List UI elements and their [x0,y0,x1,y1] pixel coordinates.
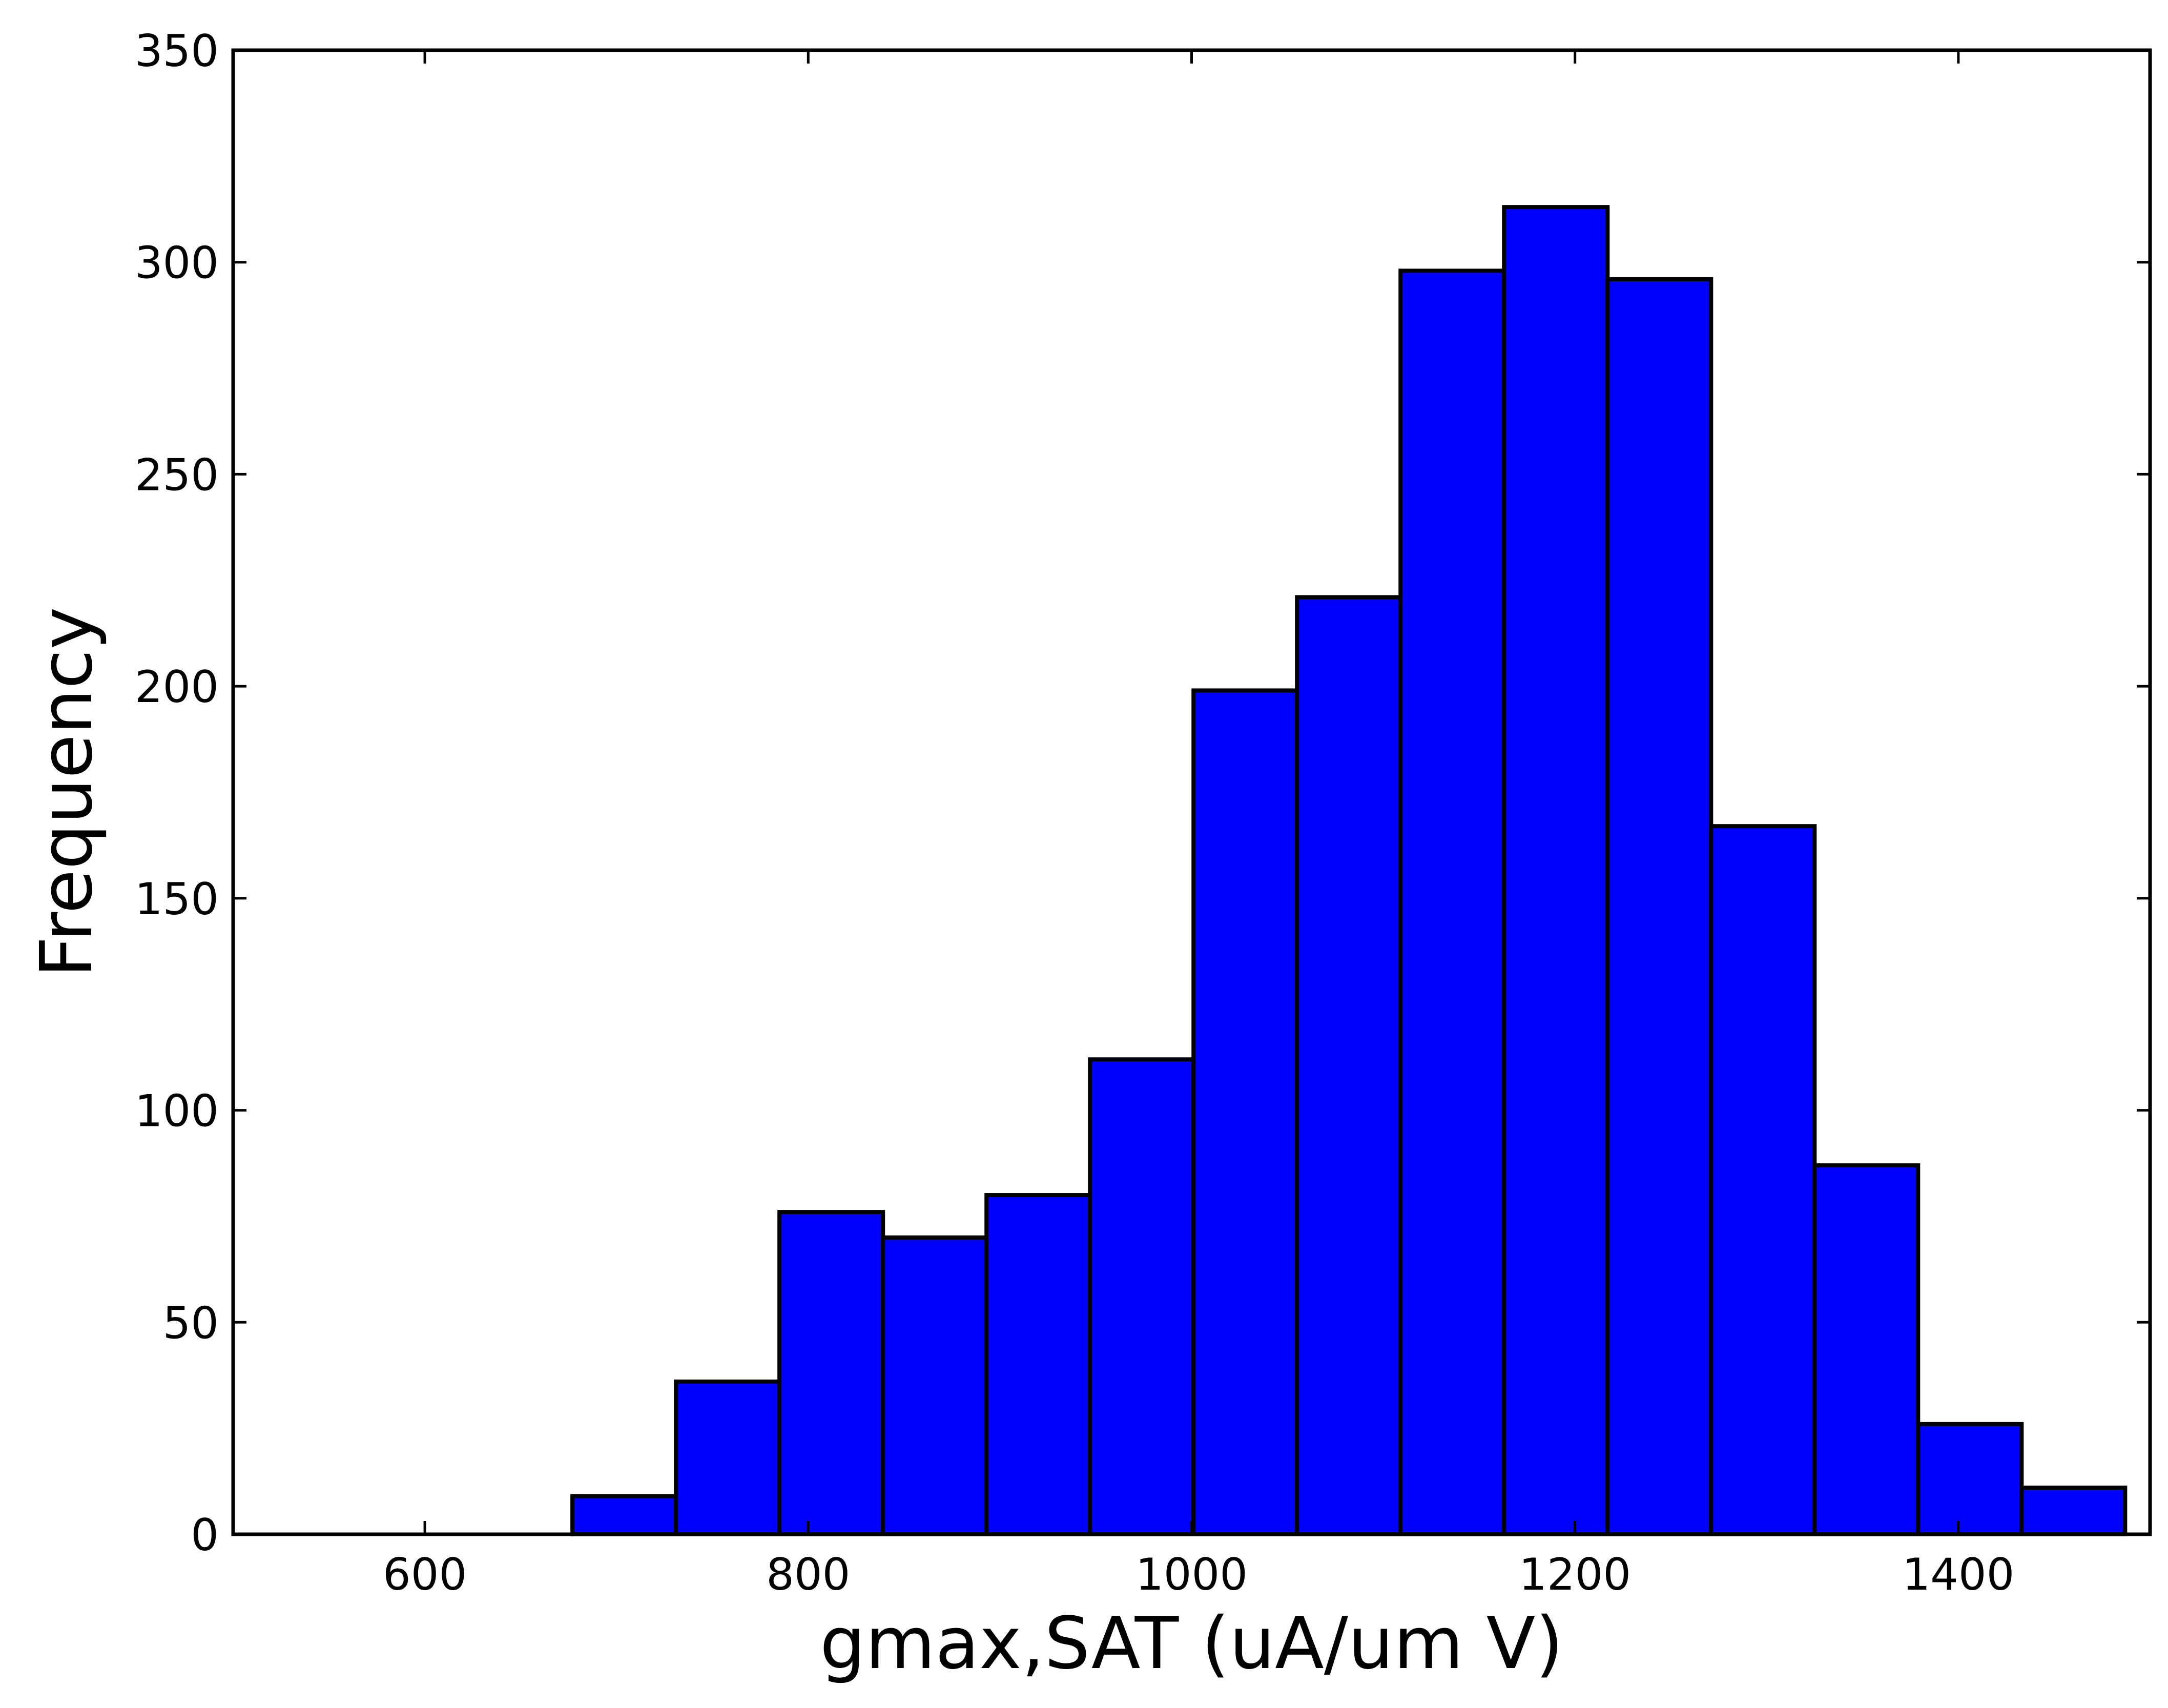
histogram-bar-7 [1295,595,1403,1536]
histogram-bar-13 [1916,1422,2024,1537]
histogram-bar-14 [2019,1485,2128,1537]
histogram-bar-1 [674,1380,782,1537]
histogram-bar-5 [1088,1057,1196,1536]
x-tick-label: 600 [383,1549,467,1600]
histogram-bar-10 [1605,277,1713,1536]
bars-group [570,205,2128,1537]
x-tick-label: 1200 [1519,1549,1631,1600]
histogram-bar-3 [881,1235,989,1537]
x-tick-label: 1400 [1902,1549,2014,1600]
y-tick-label: 0 [191,1510,219,1561]
histogram-bar-4 [984,1193,1092,1536]
histogram-bar-8 [1398,269,1506,1536]
y-tick-label: 250 [135,449,219,501]
histogram-bar-12 [1812,1163,1921,1537]
y-tick-label: 100 [135,1086,219,1137]
x-axis-label: gmax,SAT (uA/um V) [820,1602,1563,1685]
x-tick-label: 1000 [1135,1549,1248,1600]
y-tick-label: 50 [163,1298,219,1349]
tick-labels-group: 600 800 1000 1200 1400 0 50 100 150 200 250 300 350 [135,26,2014,1600]
y-tick-label: 150 [135,874,219,925]
ticks-group [233,49,2150,1536]
histogram-bar-0 [570,1494,678,1537]
plot-frame [231,48,2152,1536]
y-tick-label: 300 [135,238,219,289]
y-tick-label: 200 [135,662,219,713]
histogram-bar-6 [1191,688,1299,1536]
y-tick-label: 350 [135,26,219,77]
histogram-bar-11 [1709,824,1817,1536]
x-tick-label: 800 [766,1549,850,1600]
y-axis-label: Frequency [25,607,109,977]
histogram-bar-9 [1502,205,1610,1536]
histogram-bar-2 [777,1210,885,1536]
